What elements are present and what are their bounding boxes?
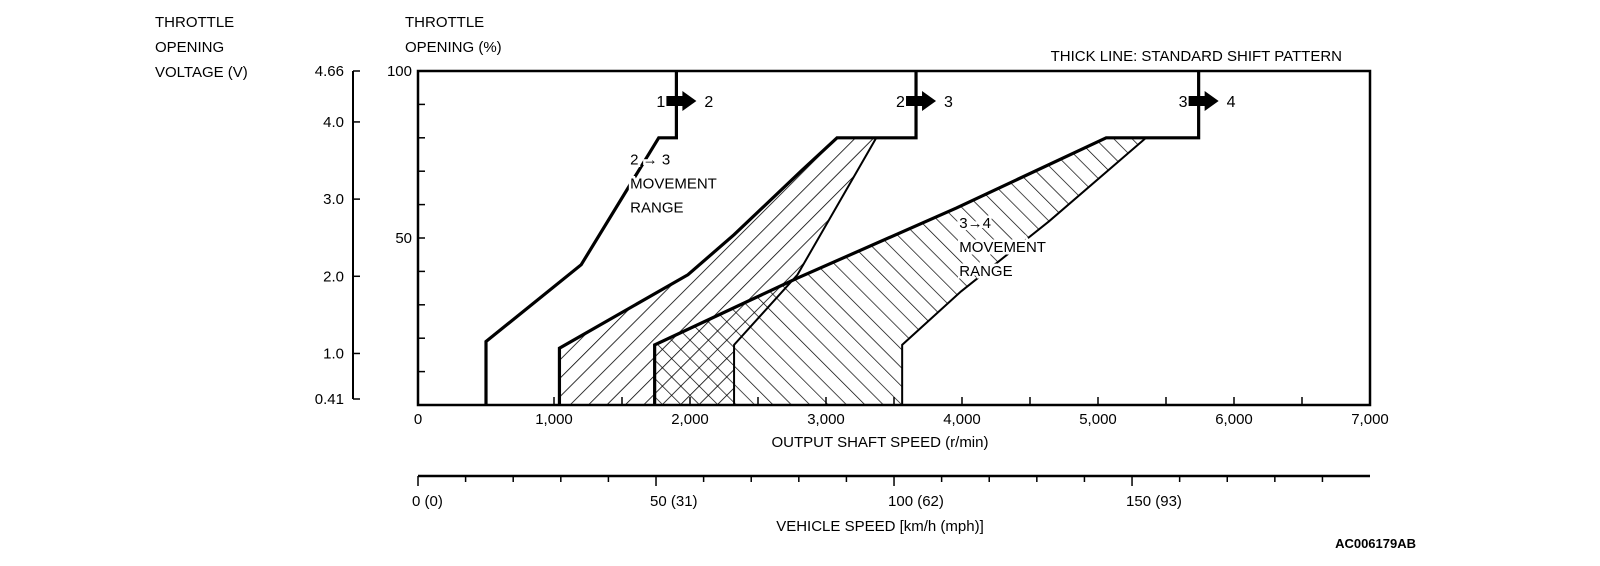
percent-axis-title-2: OPENING (%): [405, 39, 502, 56]
percent-tick-label: 100: [387, 63, 412, 80]
range-2-3-hatch: [559, 137, 877, 406]
voltage-tick-label: 2.0: [323, 268, 344, 285]
x-axis-title: OUTPUT SHAFT SPEED (r/min): [772, 434, 989, 451]
voltage-tick-label: 1.0: [323, 345, 344, 362]
movement-range-label: 3→4: [959, 215, 991, 232]
x-tick-label: 6,000: [1215, 411, 1253, 428]
movement-range-label: 2 → 3: [630, 152, 670, 169]
shift-arrow-icon: [666, 91, 697, 112]
percent-axis-title-1: THROTTLE: [405, 14, 484, 31]
shift-to-label: 2: [704, 94, 713, 111]
x-tick-label: 3,000: [807, 411, 845, 428]
shift-arrow-icon: [906, 91, 937, 112]
vehicle-speed-tick-label: 0 (0): [412, 493, 443, 510]
voltage-tick-label: 4.66: [315, 63, 344, 80]
series-line-4: [901, 137, 1147, 405]
voltage-tick-label: 4.0: [323, 114, 344, 131]
shift-to-label: 4: [1227, 94, 1236, 111]
series-line-0: [484, 71, 679, 405]
vehicle-speed-axis-title: VEHICLE SPEED [km/h (mph)]: [776, 518, 984, 535]
range-3-4-hatch: [654, 137, 1147, 406]
voltage-axis-title-2: OPENING: [155, 39, 224, 56]
figure-id: AC006179AB: [1335, 536, 1416, 551]
movement-range-label: RANGE: [959, 263, 1012, 280]
x-tick-label: 7,000: [1351, 411, 1389, 428]
voltage-tick-label: 3.0: [323, 191, 344, 208]
movement-range-label: RANGE: [630, 200, 683, 217]
series-line-2: [653, 71, 1201, 405]
shift-to-label: 3: [944, 94, 953, 111]
x-tick-label: 5,000: [1079, 411, 1117, 428]
voltage-axis-title-1: THROTTLE: [155, 14, 234, 31]
voltage-axis-title-3: VOLTAGE (V): [155, 64, 248, 81]
x-tick-label: 1,000: [535, 411, 573, 428]
movement-range-label: MOVEMENT: [959, 239, 1046, 256]
series-line-1: [557, 71, 918, 405]
shift-from-label: 1: [656, 94, 665, 111]
series-line-3: [733, 137, 878, 405]
vehicle-speed-tick-label: 150 (93): [1126, 493, 1182, 510]
x-tick-label: 0: [414, 411, 422, 428]
x-tick-label: 2,000: [671, 411, 709, 428]
shift-from-label: 2: [896, 94, 905, 111]
vehicle-speed-tick-label: 100 (62): [888, 493, 944, 510]
vehicle-speed-tick-label: 50 (31): [650, 493, 698, 510]
shift-arrow-icon: [1188, 91, 1219, 112]
movement-range-label: MOVEMENT: [630, 176, 717, 193]
x-tick-label: 4,000: [943, 411, 981, 428]
percent-tick-label: 50: [395, 230, 412, 247]
legend-note: THICK LINE: STANDARD SHIFT PATTERN: [1051, 48, 1342, 65]
shift-from-label: 3: [1179, 94, 1188, 111]
voltage-tick-label: 0.41: [315, 391, 344, 408]
